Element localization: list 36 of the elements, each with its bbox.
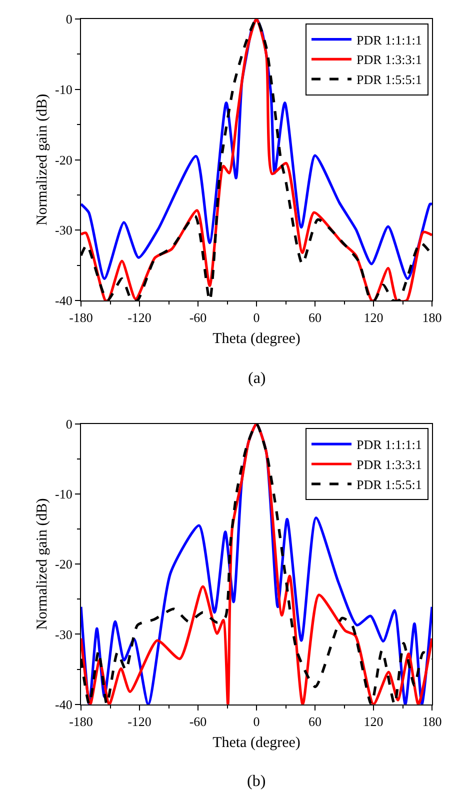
- text: (a): [248, 370, 266, 387]
- x-tick-label: 180: [422, 714, 442, 729]
- x-tick-label: 120: [364, 714, 384, 729]
- legend-label: PDR 1:1:1:1: [356, 32, 422, 48]
- x-tick-label: -120: [128, 310, 152, 326]
- x-tick-label: -120: [128, 714, 152, 729]
- legend-label: PDR 1:1:1:1: [356, 437, 422, 452]
- y-tick-label: 0: [66, 12, 72, 27]
- text: (b): [247, 773, 266, 790]
- legend-label: PDR 1:3:3:1: [356, 52, 422, 68]
- x-tick-label: -180: [69, 310, 93, 326]
- y-tick-label: -30: [55, 626, 72, 642]
- y-tick-label: -40: [55, 696, 72, 712]
- y-tick-label: -10: [55, 486, 72, 502]
- y-axis-title: Normalized gain (dB): [34, 498, 50, 630]
- x-axis-title: Theta (degree): [212, 734, 300, 751]
- x-tick-label: 0: [253, 310, 260, 326]
- y-axis-title: Normalized gain (dB): [34, 94, 50, 226]
- x-tick-label: 60: [308, 714, 322, 729]
- x-tick-label: -60: [189, 714, 207, 729]
- x-tick-label: -60: [189, 310, 207, 326]
- y-tick-label: -10: [55, 82, 72, 97]
- legend-label: PDR 1:5:5:1: [356, 72, 422, 88]
- legend-label: PDR 1:5:5:1: [356, 476, 422, 492]
- y-tick-label: -30: [55, 222, 72, 238]
- y-tick-label: -20: [55, 152, 72, 168]
- x-tick-label: 60: [308, 310, 322, 326]
- x-tick-label: 120: [364, 310, 384, 326]
- legend-label: PDR 1:3:3:1: [356, 457, 422, 472]
- x-axis-title: Theta (degree): [212, 331, 300, 348]
- x-tick-label: 180: [422, 310, 442, 326]
- x-tick-label: 0: [253, 714, 260, 729]
- x-tick-label: -180: [69, 714, 93, 729]
- y-tick-label: -40: [55, 293, 72, 308]
- y-tick-label: 0: [66, 416, 72, 432]
- y-tick-label: -20: [55, 556, 72, 572]
